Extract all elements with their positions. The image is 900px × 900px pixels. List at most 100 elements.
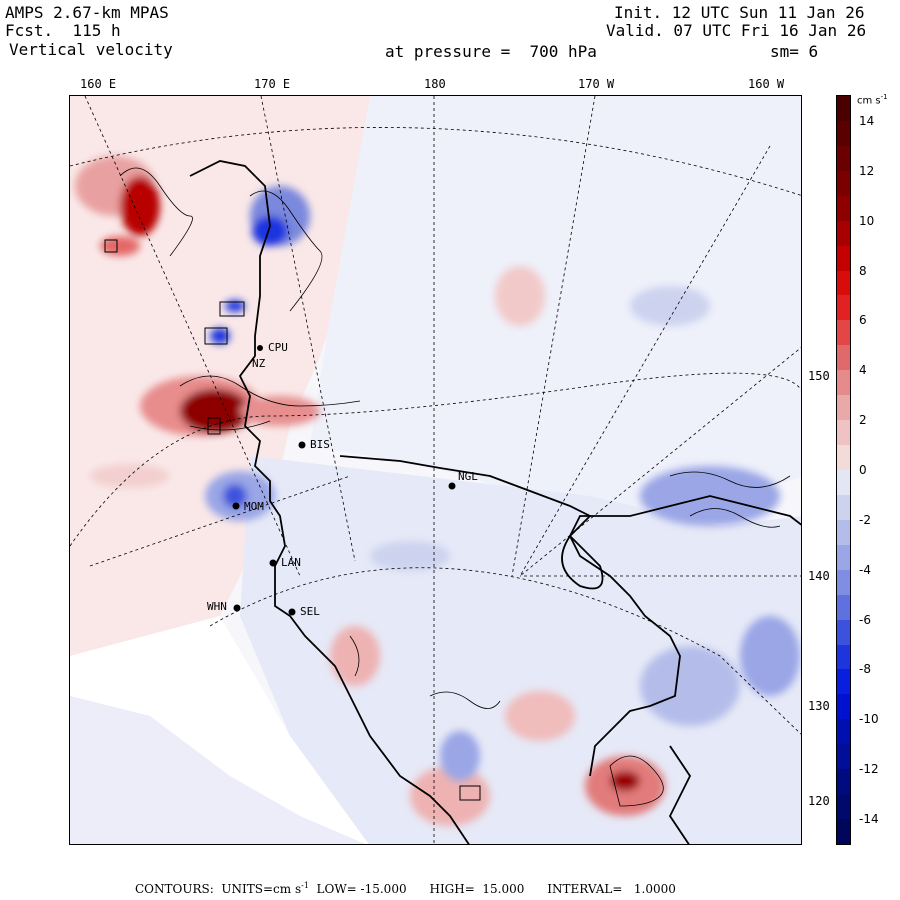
meridian-160e bbox=[84, 96, 301, 577]
meridian-170e bbox=[260, 96, 356, 562]
station-dot-whn bbox=[233, 604, 241, 612]
contour-info: CONTOURS: UNITS=cm s-1 LOW= -15.000 HIGH… bbox=[135, 881, 676, 896]
colorbar-units: cm s-1 bbox=[857, 93, 888, 107]
station-box-5 bbox=[459, 785, 481, 801]
station-markers bbox=[232, 345, 456, 616]
colorbar-tick-label: -14 bbox=[859, 812, 879, 827]
colorbar-tick-label: -6 bbox=[859, 612, 871, 627]
station-dot-bis bbox=[298, 441, 306, 449]
model-title: AMPS 2.67-km MPAS bbox=[5, 3, 169, 22]
colorbar-segment bbox=[837, 245, 850, 272]
colorbar-segment bbox=[837, 544, 850, 571]
blue-region-sw bbox=[70, 696, 366, 844]
map-canvas bbox=[70, 96, 801, 844]
colorbar-segment bbox=[837, 96, 850, 122]
meridian-150w bbox=[519, 347, 801, 577]
upward-motion-features bbox=[75, 156, 665, 826]
colorbar-segment bbox=[837, 644, 850, 670]
lat-label-150w: 150 W bbox=[808, 369, 845, 383]
station-box-1 bbox=[104, 239, 118, 253]
colorbar-tick-label: -2 bbox=[859, 512, 871, 527]
colorbar-tick-label: 12 bbox=[859, 163, 875, 178]
downward-motion-features bbox=[205, 186, 800, 781]
forecast-hour: Fcst. 115 h bbox=[5, 21, 121, 40]
colorbar-tick-label: -12 bbox=[859, 762, 879, 777]
colorbar-segment bbox=[837, 744, 850, 770]
colorbar-segment bbox=[837, 619, 850, 646]
colorbar-tick-label: 6 bbox=[859, 313, 867, 328]
pink-field-west bbox=[70, 96, 400, 656]
station-box-4 bbox=[207, 417, 221, 435]
colorbar-segment bbox=[837, 395, 850, 421]
colorbar-tick-label: -8 bbox=[859, 662, 871, 677]
lon-label-180: 180 bbox=[424, 77, 446, 91]
station-box-2 bbox=[219, 301, 245, 317]
lat-label-140w: 140 W bbox=[808, 569, 845, 583]
colorbar-segment bbox=[837, 345, 850, 371]
blue-field-north bbox=[310, 96, 801, 526]
colorbar-segment bbox=[837, 694, 850, 720]
coast-marie-byrd bbox=[569, 495, 801, 537]
lon-label-170e: 170 E bbox=[254, 77, 291, 91]
colorbar-segment bbox=[837, 145, 850, 172]
colorbar-tick-label: 10 bbox=[859, 213, 875, 228]
variable-name: Vertical velocity bbox=[9, 40, 173, 59]
lat-label-120w: 120 W bbox=[808, 794, 845, 808]
colorbar-segment bbox=[837, 794, 850, 820]
meridian-150e bbox=[89, 475, 351, 567]
colorbar-segment bbox=[837, 519, 850, 546]
colorbar-segment bbox=[837, 594, 850, 621]
meridian-160w bbox=[519, 145, 771, 577]
init-time: Init. 12 UTC Sun 11 Jan 26 bbox=[614, 3, 865, 22]
station-label-nz: NZ bbox=[252, 357, 266, 370]
colorbar-tick-label: 8 bbox=[859, 263, 867, 278]
coast-east bbox=[668, 745, 692, 844]
roosevelt-island bbox=[561, 534, 604, 590]
lon-label-160w: 160 W bbox=[748, 77, 785, 91]
station-label-cpu: CPU bbox=[268, 341, 288, 354]
station-boxes bbox=[104, 239, 481, 801]
lat-line-2 bbox=[70, 372, 801, 547]
contour-lines bbox=[119, 167, 791, 807]
colorbar-segment bbox=[837, 195, 850, 222]
lat-label-130w: 130 W bbox=[808, 699, 845, 713]
colorbar-tick-label: 0 bbox=[859, 463, 867, 477]
colorbar-segment bbox=[837, 370, 850, 396]
colorbar-tick-label: -10 bbox=[859, 712, 879, 727]
colorbar-segment bbox=[837, 669, 850, 695]
station-dot-mom bbox=[232, 502, 240, 510]
pressure-level: at pressure = 700 hPa bbox=[385, 42, 597, 61]
colorbar-segment bbox=[837, 470, 850, 496]
colorbar-segment bbox=[837, 445, 850, 471]
lon-label-160e: 160 E bbox=[80, 77, 117, 91]
station-label-ngl: NGL bbox=[458, 470, 478, 483]
coast-victoria-land bbox=[189, 160, 470, 844]
colorbar-segment bbox=[837, 719, 850, 745]
colorbar-segment bbox=[837, 494, 850, 521]
station-dot-lan bbox=[269, 559, 277, 567]
station-dot-ngl bbox=[448, 482, 456, 490]
colorbar-segment bbox=[837, 320, 850, 346]
station-dot-sel bbox=[288, 608, 296, 616]
colorbar-segment bbox=[837, 569, 850, 596]
colorbar-tick-label: 2 bbox=[859, 413, 867, 428]
colorbar-segment bbox=[837, 769, 850, 795]
colorbar-tick-label: -4 bbox=[859, 562, 871, 577]
station-box-3 bbox=[204, 327, 228, 345]
colorbar-tick-label: 4 bbox=[859, 363, 867, 378]
colorbar-segment bbox=[837, 170, 850, 197]
lat-line-1 bbox=[70, 127, 801, 196]
colorbar-segment bbox=[837, 120, 850, 147]
station-label-lan: LAN bbox=[281, 556, 301, 569]
colorbar-segment bbox=[837, 420, 850, 446]
colorbar-segment bbox=[837, 270, 850, 296]
station-label-whn: WHN bbox=[207, 600, 227, 613]
colorbar-segment bbox=[837, 819, 850, 845]
coast-ross-ice-shelf bbox=[339, 455, 681, 777]
colorbar-segment bbox=[837, 295, 850, 321]
station-label-sel: SEL bbox=[300, 605, 320, 618]
smoothing: sm= 6 bbox=[770, 42, 819, 61]
colorbar-tick-label: 14 bbox=[859, 113, 875, 128]
station-label-mom: MOM bbox=[244, 500, 264, 513]
colorbar bbox=[836, 95, 851, 845]
